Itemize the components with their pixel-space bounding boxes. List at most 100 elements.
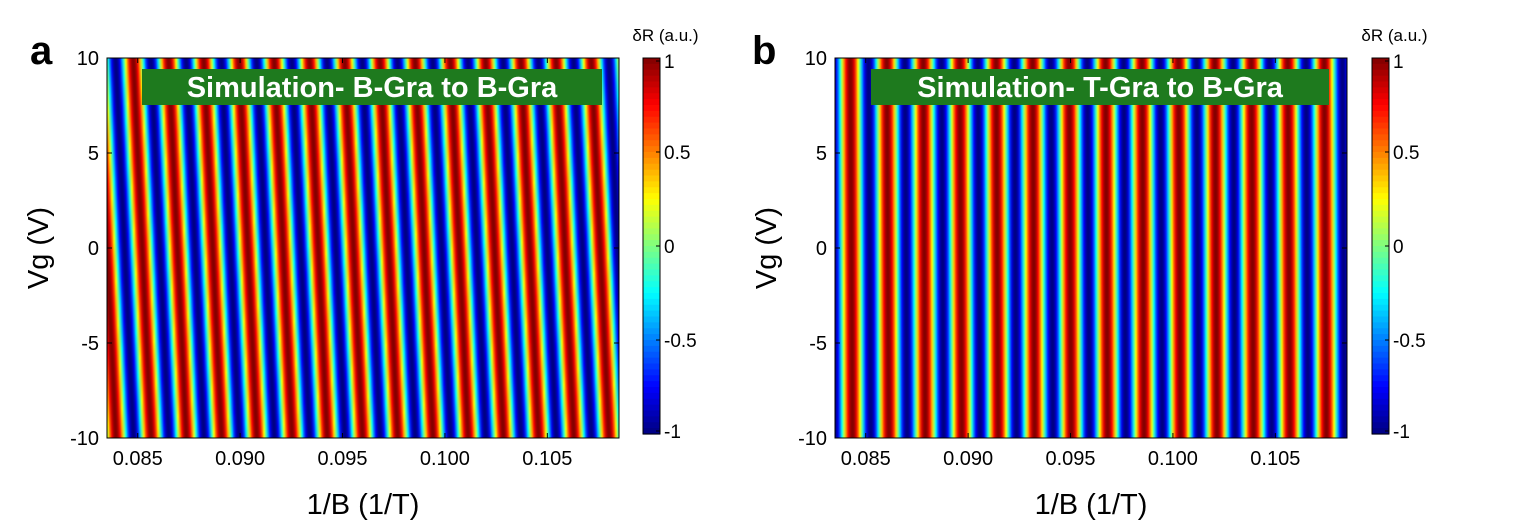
colorbar-step xyxy=(643,310,660,318)
colorbar-step xyxy=(1372,351,1389,359)
colorbar-step xyxy=(1372,416,1389,423)
colorbar-step xyxy=(643,269,660,276)
panel-b: Simulation- T-Gra to B-Gra b 0.085 0.090 0.0… xyxy=(751,26,1428,521)
colorbar-step xyxy=(643,257,660,265)
colorbar-step xyxy=(1372,157,1389,165)
colorbar-step xyxy=(1372,134,1389,141)
panel-letter: a xyxy=(30,29,53,73)
colorbar-tick-label: 1 xyxy=(1393,52,1404,73)
y-tick-label: 5 xyxy=(816,143,827,165)
colorbar-step xyxy=(1372,193,1389,200)
colorbar-step xyxy=(643,81,660,88)
colorbar-step xyxy=(1372,210,1389,218)
colorbar-step xyxy=(643,128,660,135)
colorbar-step xyxy=(1372,87,1389,94)
colorbar-step xyxy=(1372,310,1389,318)
colorbar-step xyxy=(1372,404,1389,412)
panel-letter: b xyxy=(752,29,776,73)
colorbar-step xyxy=(643,304,660,312)
colorbar-step xyxy=(1372,75,1389,83)
y-tick-label: 10 xyxy=(77,48,99,70)
x-tick-label: 0.095 xyxy=(1045,448,1095,470)
colorbar-step xyxy=(643,416,660,423)
colorbar-step xyxy=(1372,99,1389,106)
colorbar-step xyxy=(1372,410,1389,417)
colorbar-step xyxy=(1372,293,1389,300)
colorbar-step xyxy=(643,240,660,247)
colorbar-step xyxy=(1372,105,1389,112)
colorbar-step xyxy=(1372,69,1389,77)
colorbar-step xyxy=(1372,275,1389,282)
colorbar-step xyxy=(643,210,660,218)
colorbar-step xyxy=(643,363,660,370)
colorbar-step xyxy=(643,87,660,94)
colorbar-step xyxy=(643,63,660,71)
colorbar-tick-label: 0.5 xyxy=(664,143,690,164)
colorbar-step xyxy=(643,134,660,141)
colorbar-label: δR (a.u.) xyxy=(1361,26,1427,45)
colorbar-step xyxy=(1372,216,1389,224)
colorbar-step xyxy=(1372,175,1389,182)
heatmap-image xyxy=(107,58,619,438)
colorbar-step xyxy=(643,146,660,153)
colorbar-step xyxy=(1372,392,1389,400)
colorbar-step xyxy=(1372,146,1389,153)
colorbar-step xyxy=(643,58,660,65)
colorbar-step xyxy=(643,328,660,335)
colorbar-step xyxy=(1372,287,1389,294)
colorbar-step xyxy=(643,275,660,282)
colorbar-step xyxy=(1372,298,1389,306)
colorbar-step xyxy=(643,287,660,294)
colorbar-step xyxy=(1372,246,1389,253)
colorbar-step xyxy=(1372,357,1389,365)
colorbar-step xyxy=(643,334,660,341)
colorbar-step xyxy=(643,422,660,429)
colorbar-step xyxy=(1372,81,1389,88)
colorbar-step xyxy=(1372,110,1389,118)
colorbar-step xyxy=(643,251,660,259)
colorbar-step xyxy=(643,293,660,300)
colorbar-step xyxy=(1372,251,1389,259)
colorbar-step xyxy=(1372,199,1389,206)
colorbar-step xyxy=(1372,204,1389,212)
colorbar-step xyxy=(643,316,660,323)
colorbar-step xyxy=(643,140,660,147)
x-tick-label: 0.105 xyxy=(522,448,572,470)
colorbar-step xyxy=(1372,140,1389,147)
colorbar-step xyxy=(643,187,660,194)
colorbar-step xyxy=(643,163,660,171)
y-tick-label: -5 xyxy=(809,333,827,355)
y-tick-label: 5 xyxy=(88,143,99,165)
colorbar-step xyxy=(643,369,660,376)
x-tick-label: 0.100 xyxy=(420,448,470,470)
colorbar-step xyxy=(643,152,660,159)
colorbar-tick-label: 0.5 xyxy=(1393,143,1419,164)
colorbar-step xyxy=(643,216,660,224)
x-axis-label: 1/B (1/T) xyxy=(1035,489,1148,521)
colorbar-step xyxy=(1372,334,1389,341)
colorbar-step xyxy=(1372,63,1389,71)
colorbar-step xyxy=(1372,222,1389,229)
chart-title: Simulation- B-Gra to B-Gra xyxy=(187,72,558,104)
colorbar-step xyxy=(643,398,660,406)
colorbar-step xyxy=(1372,58,1389,65)
y-axis-label: Vg (V) xyxy=(23,207,55,289)
colorbar-step xyxy=(1372,340,1389,347)
colorbar-step xyxy=(643,340,660,347)
y-axis-label: Vg (V) xyxy=(751,207,783,289)
colorbar-step xyxy=(643,410,660,417)
colorbar-step xyxy=(643,246,660,253)
colorbar-step xyxy=(1372,240,1389,247)
panel-a: Simulation- B-Gra to B-Gra a 0.085 0.090 0.0… xyxy=(23,26,699,521)
colorbar-step xyxy=(1372,387,1389,394)
y-tick-label: 10 xyxy=(805,48,827,70)
colorbar: 1 0.5 0 -0.5 -1 δR (a.u.) xyxy=(1361,26,1427,443)
colorbar-tick-label: -0.5 xyxy=(664,331,697,352)
colorbar-step xyxy=(643,322,660,329)
colorbar-step xyxy=(1372,316,1389,323)
colorbar-step xyxy=(643,375,660,382)
y-tick-label: -5 xyxy=(81,333,99,355)
x-tick-label: 0.100 xyxy=(1148,448,1198,470)
colorbar-step xyxy=(1372,269,1389,276)
